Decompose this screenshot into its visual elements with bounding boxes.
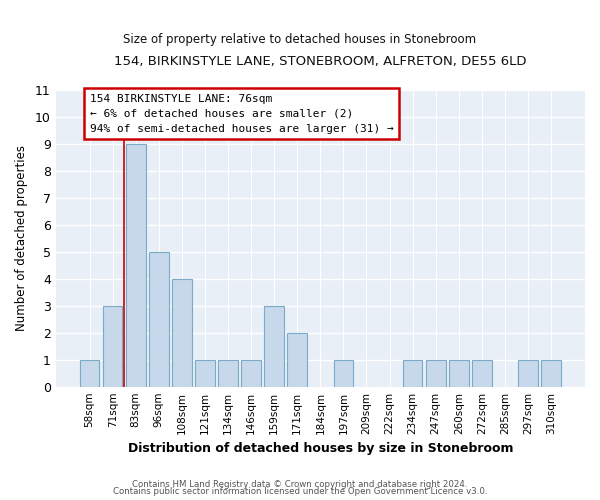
Bar [403,360,422,386]
Bar [80,360,100,386]
Bar [126,144,146,386]
Bar [241,360,261,386]
Bar [172,279,191,386]
Y-axis label: Number of detached properties: Number of detached properties [15,146,28,332]
Bar [449,360,469,386]
Text: Size of property relative to detached houses in Stonebroom: Size of property relative to detached ho… [124,32,476,46]
Bar [195,360,215,386]
Bar [426,360,446,386]
Bar [103,306,122,386]
Title: 154, BIRKINSTYLE LANE, STONEBROOM, ALFRETON, DE55 6LD: 154, BIRKINSTYLE LANE, STONEBROOM, ALFRE… [114,55,527,68]
Bar [541,360,561,386]
Text: Contains public sector information licensed under the Open Government Licence v3: Contains public sector information licen… [113,487,487,496]
Text: Contains HM Land Registry data © Crown copyright and database right 2024.: Contains HM Land Registry data © Crown c… [132,480,468,489]
Bar [287,332,307,386]
Bar [218,360,238,386]
Bar [472,360,492,386]
Bar [518,360,538,386]
Text: 154 BIRKINSTYLE LANE: 76sqm
← 6% of detached houses are smaller (2)
94% of semi-: 154 BIRKINSTYLE LANE: 76sqm ← 6% of deta… [90,94,394,134]
X-axis label: Distribution of detached houses by size in Stonebroom: Distribution of detached houses by size … [128,442,513,455]
Bar [149,252,169,386]
Bar [334,360,353,386]
Bar [265,306,284,386]
